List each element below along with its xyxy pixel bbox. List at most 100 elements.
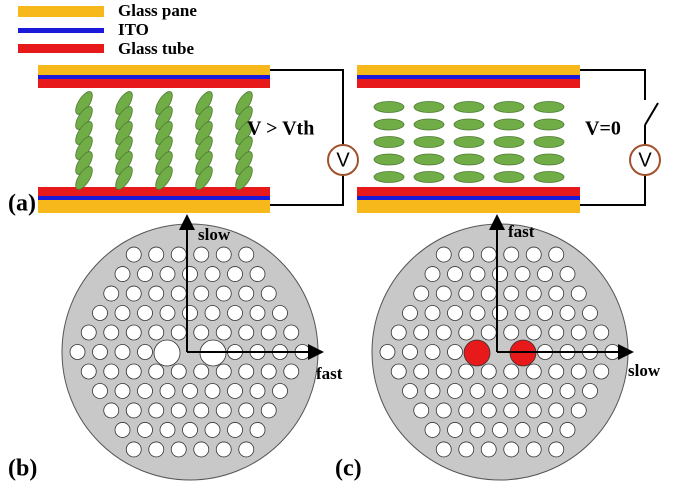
air-hole <box>239 364 254 379</box>
wire <box>270 175 343 205</box>
air-hole <box>403 306 418 321</box>
air-hole <box>194 286 209 301</box>
liquid-crystal <box>534 102 564 113</box>
air-hole <box>549 286 564 301</box>
liquid-crystal <box>534 154 564 165</box>
air-hole <box>228 383 243 398</box>
air-hole <box>171 364 186 379</box>
air-hole <box>171 403 186 418</box>
liquid-crystal <box>454 137 484 148</box>
legend-label: Glass tube <box>118 39 194 58</box>
defect-hole <box>154 340 180 366</box>
air-hole <box>149 325 164 340</box>
air-hole <box>126 286 141 301</box>
air-hole <box>93 345 108 360</box>
ito <box>38 196 270 200</box>
air-hole <box>436 247 451 262</box>
air-hole <box>239 442 254 457</box>
voltmeter-label: V <box>336 149 350 171</box>
liquid-crystal <box>374 119 404 130</box>
air-hole <box>493 267 508 282</box>
liquid-crystal <box>494 119 524 130</box>
defect-hole <box>464 340 490 366</box>
air-hole <box>194 247 209 262</box>
air-hole <box>470 383 485 398</box>
air-hole <box>104 286 119 301</box>
air-hole <box>183 422 198 437</box>
air-hole <box>261 286 276 301</box>
air-hole <box>171 442 186 457</box>
air-hole <box>171 286 186 301</box>
liquid-crystal <box>374 154 404 165</box>
air-hole <box>205 306 220 321</box>
air-hole <box>104 403 119 418</box>
liquid-crystal <box>454 172 484 183</box>
air-hole <box>571 286 586 301</box>
air-hole <box>459 247 474 262</box>
air-hole <box>526 325 541 340</box>
air-hole <box>425 306 440 321</box>
air-hole <box>515 306 530 321</box>
air-hole <box>250 267 265 282</box>
air-hole <box>549 442 564 457</box>
air-hole <box>436 442 451 457</box>
air-hole <box>160 267 175 282</box>
air-hole <box>194 442 209 457</box>
air-hole <box>115 383 130 398</box>
air-hole <box>425 267 440 282</box>
air-hole <box>160 383 175 398</box>
air-hole <box>560 267 575 282</box>
air-hole <box>436 364 451 379</box>
air-hole <box>149 364 164 379</box>
air-hole <box>205 422 220 437</box>
air-hole <box>538 267 553 282</box>
air-hole <box>481 364 496 379</box>
air-hole <box>448 422 463 437</box>
air-hole <box>583 306 598 321</box>
panel-label: (c) <box>335 456 362 482</box>
liquid-crystal <box>374 102 404 113</box>
air-hole <box>459 364 474 379</box>
air-hole <box>425 345 440 360</box>
air-hole <box>526 286 541 301</box>
air-hole <box>526 364 541 379</box>
air-hole <box>250 383 265 398</box>
ito <box>357 75 580 79</box>
air-hole <box>216 403 231 418</box>
air-hole <box>493 306 508 321</box>
legend-swatch-ito <box>18 28 104 33</box>
air-hole <box>571 325 586 340</box>
air-hole <box>239 403 254 418</box>
voltage-label: V > Vth <box>247 118 314 140</box>
air-hole <box>571 364 586 379</box>
air-hole <box>284 325 299 340</box>
air-hole <box>538 383 553 398</box>
air-hole <box>138 306 153 321</box>
ito <box>38 75 270 79</box>
glass-pane <box>38 200 270 213</box>
air-hole <box>93 306 108 321</box>
air-hole <box>448 306 463 321</box>
air-hole <box>104 364 119 379</box>
air-hole <box>470 422 485 437</box>
air-hole <box>414 325 429 340</box>
air-hole <box>493 383 508 398</box>
air-hole <box>459 325 474 340</box>
air-hole <box>228 267 243 282</box>
air-hole <box>239 286 254 301</box>
legend-label: ITO <box>118 20 149 39</box>
air-hole <box>549 247 564 262</box>
air-hole <box>560 383 575 398</box>
air-hole <box>261 364 276 379</box>
air-hole <box>560 422 575 437</box>
air-hole <box>403 345 418 360</box>
liquid-crystal <box>454 119 484 130</box>
liquid-crystal <box>534 119 564 130</box>
air-hole <box>459 286 474 301</box>
liquid-crystal <box>454 154 484 165</box>
liquid-crystal <box>454 102 484 113</box>
air-hole <box>126 247 141 262</box>
liquid-crystal <box>414 137 444 148</box>
air-hole <box>216 286 231 301</box>
air-hole <box>81 325 96 340</box>
